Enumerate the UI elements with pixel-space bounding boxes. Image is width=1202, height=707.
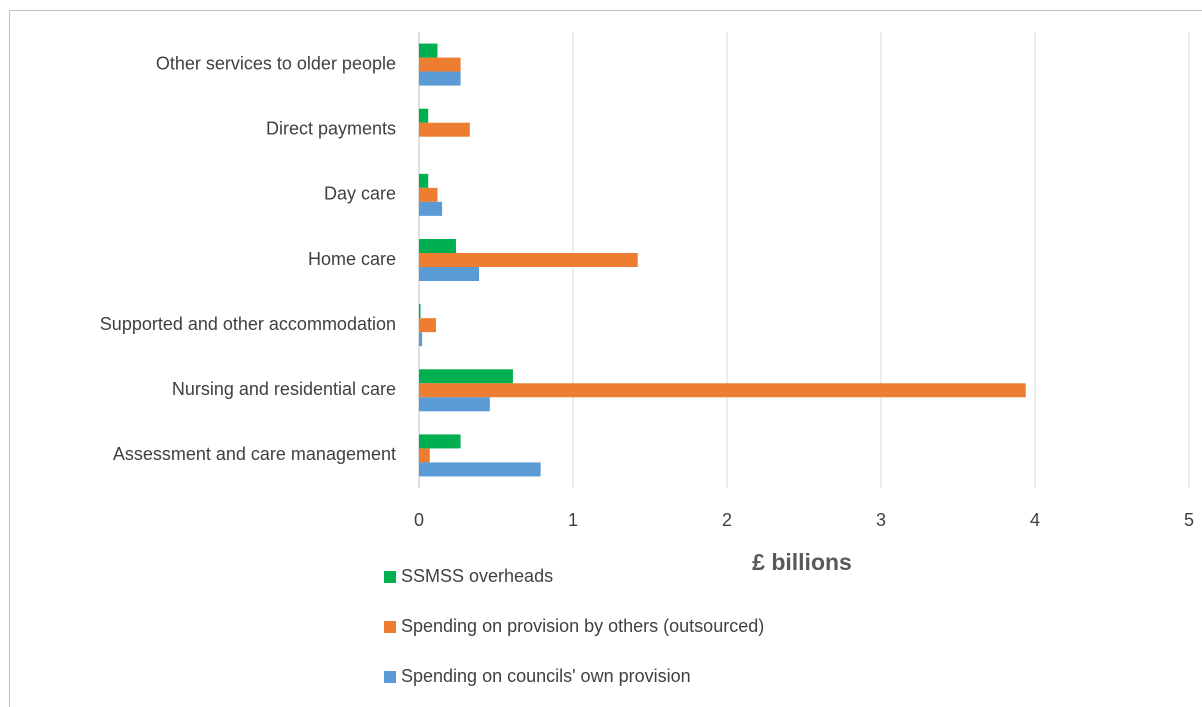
- bar: [419, 57, 461, 72]
- bar: [419, 201, 443, 216]
- y-tick-label: Supported and other accommodation: [100, 314, 396, 334]
- bar: [419, 397, 490, 412]
- bar: [419, 71, 461, 86]
- x-tick-label: 2: [722, 510, 732, 530]
- x-axis-label: £ billions: [752, 549, 852, 575]
- legend-swatch: [384, 621, 396, 633]
- bar: [419, 187, 438, 202]
- x-tick-label: 4: [1030, 510, 1040, 530]
- legend-label: Spending on councils' own provision: [401, 666, 691, 686]
- x-tick-label: 5: [1184, 510, 1194, 530]
- bar: [419, 369, 513, 384]
- bar: [419, 253, 638, 267]
- y-tick-label: Other services to older people: [156, 53, 396, 73]
- legend-label: Spending on provision by others (outsour…: [401, 616, 764, 636]
- bar: [419, 332, 423, 347]
- bar: [419, 448, 430, 463]
- legend-swatch: [384, 671, 396, 683]
- bar: [419, 267, 480, 281]
- bar: [419, 239, 456, 253]
- bar: [419, 304, 421, 319]
- bar: [419, 462, 541, 477]
- x-tick-label: 1: [568, 510, 578, 530]
- bar: [419, 434, 461, 449]
- y-tick-label: Assessment and care management: [113, 444, 396, 464]
- bar: [419, 43, 438, 58]
- chart-frame: [9, 10, 1202, 707]
- legend-label: SSMSS overheads: [401, 566, 553, 586]
- y-tick-label: Day care: [324, 184, 396, 204]
- bar: [419, 108, 429, 123]
- y-tick-label: Nursing and residential care: [172, 379, 396, 399]
- bar: [419, 173, 429, 188]
- bar: [419, 383, 1026, 398]
- bar: [419, 318, 436, 333]
- legend-swatch: [384, 571, 396, 583]
- x-tick-label: 3: [876, 510, 886, 530]
- y-tick-label: Home care: [308, 249, 396, 269]
- bar: [419, 122, 470, 137]
- x-tick-label: 0: [414, 510, 424, 530]
- y-tick-label: Direct payments: [266, 118, 396, 138]
